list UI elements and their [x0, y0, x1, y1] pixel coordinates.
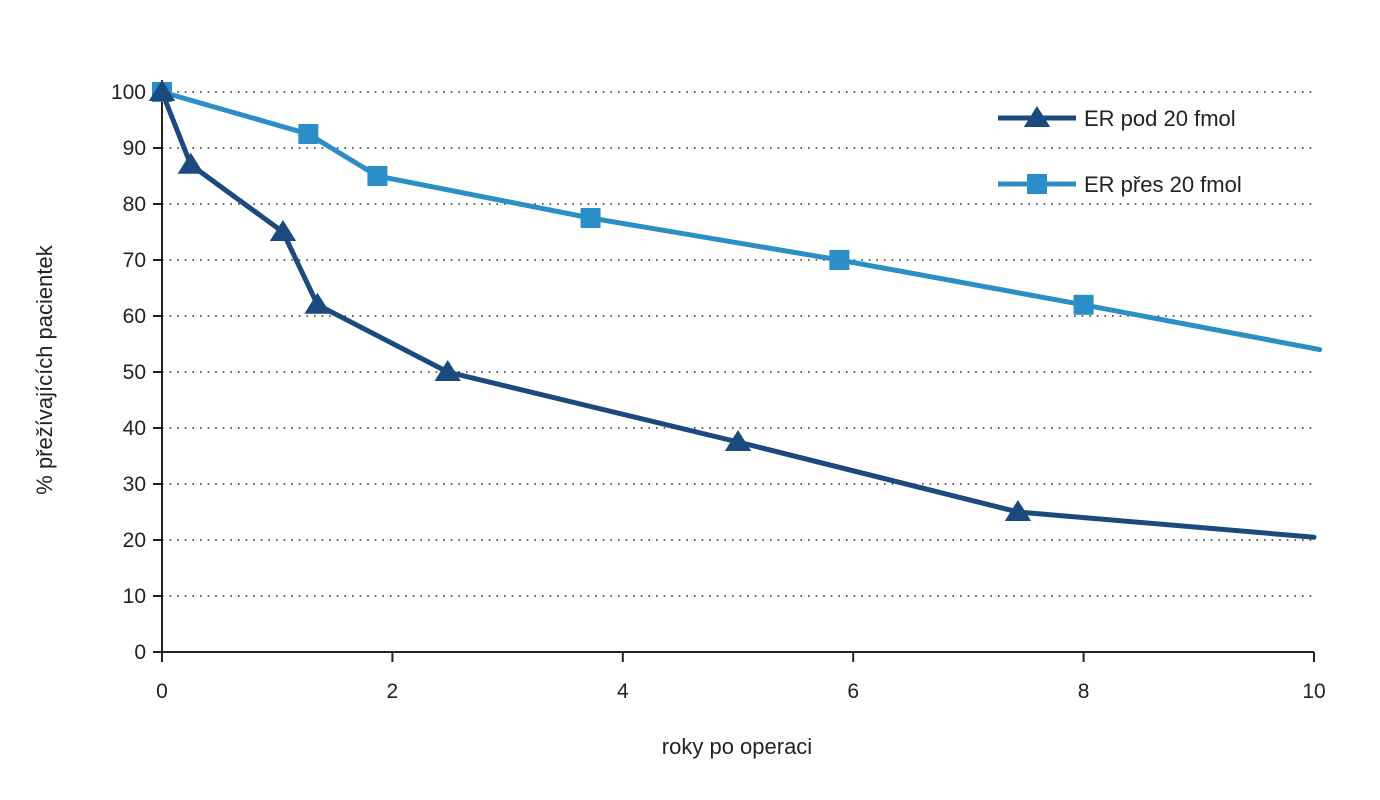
series-0-point-2: [269, 220, 297, 241]
series-1-point-2: [367, 166, 388, 186]
y-tick-label-20: 20: [123, 529, 146, 552]
legend: ER pod 20 fmol ER přes 20 fmol: [998, 106, 1242, 197]
y-tick-label-40: 40: [123, 417, 146, 440]
y-tick-label-0: 0: [134, 641, 146, 664]
x-tick-label-6: 6: [847, 680, 859, 703]
x-axis-label: roky po operaci: [662, 734, 812, 759]
y-tick-label-50: 50: [123, 361, 146, 384]
legend-entry-0: ER pod 20 fmol: [998, 106, 1236, 131]
y-tick-label-70: 70: [123, 249, 146, 272]
x-tick-label-4: 4: [617, 680, 629, 703]
series-0-point-6: [1004, 500, 1032, 521]
series-0-point-4: [434, 360, 461, 381]
legend-label-1: ER přes 20 fmol: [1084, 172, 1242, 197]
y-tick-label-10: 10: [123, 585, 146, 608]
series-0-point-5: [724, 430, 752, 451]
series-0-point-1: [177, 152, 204, 174]
tick-labels: 0 10 20 30 40 50 60 70 80 90 100 0 2 4 6 8 10: [111, 81, 1326, 703]
series-line-0: [159, 89, 1317, 540]
y-tick-label-90: 90: [123, 137, 146, 160]
series-0-point-0: [148, 80, 176, 101]
series-0-point-3: [304, 292, 331, 314]
series-1-point-3: [580, 208, 601, 228]
series-0: [148, 80, 1317, 540]
y-axis-label: % přežívajících pacientek: [32, 244, 57, 494]
legend-label-0: ER pod 20 fmol: [1084, 106, 1236, 131]
y-tick-label-60: 60: [123, 305, 146, 328]
x-tick-label-8: 8: [1078, 680, 1090, 703]
axes: [153, 80, 1315, 662]
series-1-point-4: [829, 250, 850, 270]
x-tick-label-0: 0: [156, 680, 168, 703]
x-tick-label-10: 10: [1302, 680, 1325, 703]
series-1-point-5: [1073, 294, 1094, 315]
y-tick-label-100: 100: [111, 81, 146, 104]
data-series: [148, 80, 1323, 540]
series-1: [152, 82, 1323, 353]
legend-marker-1: [1027, 174, 1047, 194]
legend-entry-1: ER přes 20 fmol: [998, 172, 1242, 197]
series-1-point-1: [298, 124, 319, 144]
y-tick-label-30: 30: [123, 473, 146, 496]
x-tick-label-2: 2: [387, 680, 399, 703]
y-tick-label-80: 80: [123, 193, 146, 216]
legend-marker-0: [1023, 106, 1051, 127]
